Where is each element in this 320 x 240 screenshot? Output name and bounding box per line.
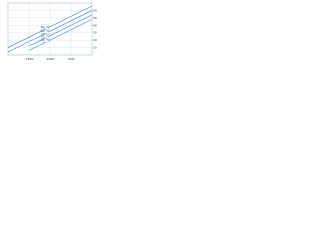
series-line (28, 14, 93, 47)
series-label: 55 °C (41, 34, 49, 38)
y-tick-label: 40 (93, 23, 97, 27)
series-label-bg (40, 24, 50, 29)
x-tick-label: -1000 (46, 57, 55, 61)
y-tick-label: 10 (93, 46, 97, 50)
series-line (28, 19, 93, 51)
x-tick-label: -500 (68, 57, 75, 61)
y-tick-label: 30 (93, 31, 97, 35)
y-tick-label: 60 (93, 8, 97, 12)
y-tick-label: 50 (93, 16, 97, 20)
y-tick-label: 20 (93, 38, 97, 42)
chart: 10 20 30 40 50 60 -1500 -1000 -500 35 °C55 °C60 °… (7, 2, 97, 61)
series-label: 60 °C (41, 29, 49, 33)
series-line (7, 5, 93, 48)
series-line (7, 10, 93, 53)
series-label: 80 °C (41, 25, 49, 29)
x-tick-label: -1500 (25, 57, 34, 61)
series-label: 35 °C (41, 38, 49, 42)
